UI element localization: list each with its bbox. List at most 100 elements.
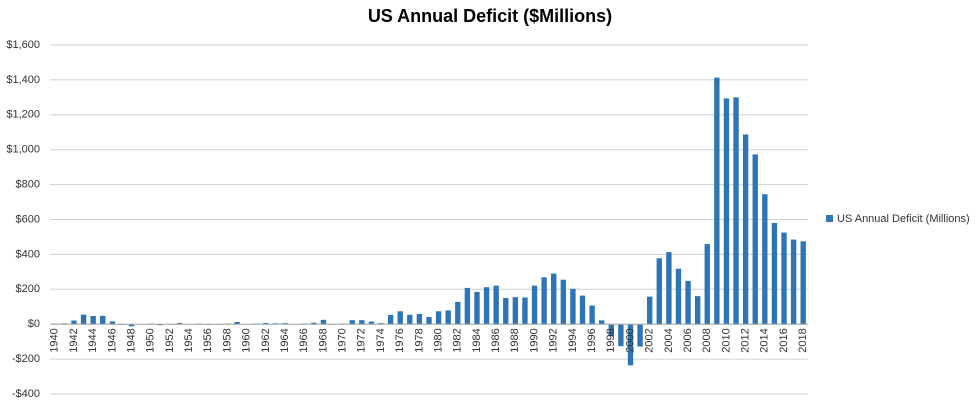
chart-title: US Annual Deficit ($Millions) — [368, 6, 612, 26]
bar — [234, 321, 240, 325]
x-tick-label: 1990 — [528, 328, 540, 352]
x-tick-label: 1942 — [68, 328, 80, 352]
bar — [656, 258, 662, 325]
x-tick-label: 1968 — [317, 328, 329, 352]
x-tick-label: 2002 — [644, 328, 656, 352]
x-tick-label: 1948 — [125, 328, 137, 352]
x-tick-label: 1980 — [433, 328, 445, 352]
bar — [368, 321, 375, 325]
legend-label: US Annual Deficit (Millions) — [837, 213, 970, 225]
bar — [666, 252, 672, 325]
y-tick-label: -$400 — [12, 388, 40, 400]
bar — [483, 287, 490, 325]
bar — [435, 311, 442, 325]
bar — [752, 154, 758, 325]
x-tick-label: 1998 — [605, 328, 617, 352]
bar — [311, 322, 317, 325]
bar — [109, 321, 116, 325]
y-tick-label: $1,400 — [6, 74, 40, 86]
x-tick-label: 1992 — [548, 328, 560, 352]
bar — [541, 277, 547, 325]
bar — [407, 314, 413, 325]
x-tick-label: 1944 — [87, 328, 99, 352]
x-tick-label: 1972 — [356, 328, 368, 352]
bar — [608, 324, 614, 337]
bar — [618, 324, 624, 347]
x-tick-label: 1996 — [586, 328, 598, 352]
x-tick-label: 2012 — [740, 328, 752, 352]
x-tick-label: 2014 — [759, 328, 771, 352]
y-tick-label: $0 — [28, 318, 40, 330]
bar — [282, 323, 288, 325]
x-tick-label: 1976 — [394, 328, 406, 352]
bar — [378, 323, 384, 325]
x-tick-label: 1960 — [241, 328, 253, 352]
bar — [176, 322, 183, 325]
bar — [100, 315, 106, 325]
bar — [694, 296, 701, 325]
bar — [627, 324, 634, 366]
x-tick-label: 1974 — [375, 328, 387, 352]
bar — [646, 296, 653, 325]
x-tick-label: 1988 — [509, 328, 521, 352]
x-tick-label: 1940 — [49, 328, 61, 352]
x-tick-label: 2008 — [701, 328, 713, 352]
x-tick-label: 1962 — [260, 328, 272, 352]
x-tick-label: 1954 — [183, 328, 195, 352]
y-tick-label: $600 — [16, 213, 40, 225]
bar — [685, 280, 691, 325]
x-tick-label: 1984 — [471, 328, 483, 352]
x-tick-label: 1952 — [164, 328, 176, 352]
bar — [90, 315, 96, 325]
bar — [742, 134, 749, 325]
x-tick-label: 1946 — [106, 328, 118, 352]
bar — [416, 313, 423, 325]
bar — [157, 324, 164, 326]
bar — [771, 222, 778, 325]
bar — [723, 98, 730, 325]
bar — [503, 298, 509, 325]
bar — [781, 232, 787, 325]
bar — [128, 324, 135, 327]
x-tick-label: 1964 — [279, 328, 291, 352]
y-tick-label: $1,000 — [6, 144, 40, 156]
x-tick-label: 1978 — [413, 328, 425, 352]
bar — [71, 320, 77, 325]
bar — [714, 77, 720, 325]
x-tick-label: 1958 — [221, 328, 233, 352]
bar — [733, 97, 739, 325]
y-tick-label: $200 — [16, 283, 40, 295]
bar — [589, 305, 595, 325]
bar — [464, 287, 471, 325]
x-tick-label: 1956 — [202, 328, 214, 352]
x-tick-label: 2018 — [797, 328, 809, 352]
bar — [359, 320, 365, 325]
bar — [762, 194, 768, 325]
bar — [522, 297, 528, 325]
bar — [474, 291, 480, 325]
x-tick-label: 2006 — [682, 328, 694, 352]
bar — [675, 268, 682, 325]
y-tick-label: $1,600 — [6, 39, 40, 51]
legend-swatch — [826, 215, 833, 222]
bar — [512, 297, 519, 325]
bar — [80, 314, 87, 325]
y-tick-label: -$200 — [12, 353, 40, 365]
bar — [704, 244, 710, 325]
bar — [320, 319, 327, 325]
bar — [455, 301, 461, 325]
bar — [579, 295, 586, 325]
bar — [637, 324, 643, 347]
x-tick-label: 2016 — [778, 328, 790, 352]
bar — [263, 322, 269, 325]
x-tick-label: 1994 — [567, 328, 579, 352]
y-tick-label: $800 — [16, 179, 40, 191]
y-tick-label: $1,200 — [6, 109, 40, 121]
y-tick-label: $400 — [16, 248, 40, 260]
x-tick-label: 1966 — [298, 328, 310, 352]
x-tick-label: 1982 — [452, 328, 464, 352]
bar — [560, 279, 567, 325]
bar — [426, 317, 432, 325]
x-tick-label: 2010 — [720, 328, 732, 352]
